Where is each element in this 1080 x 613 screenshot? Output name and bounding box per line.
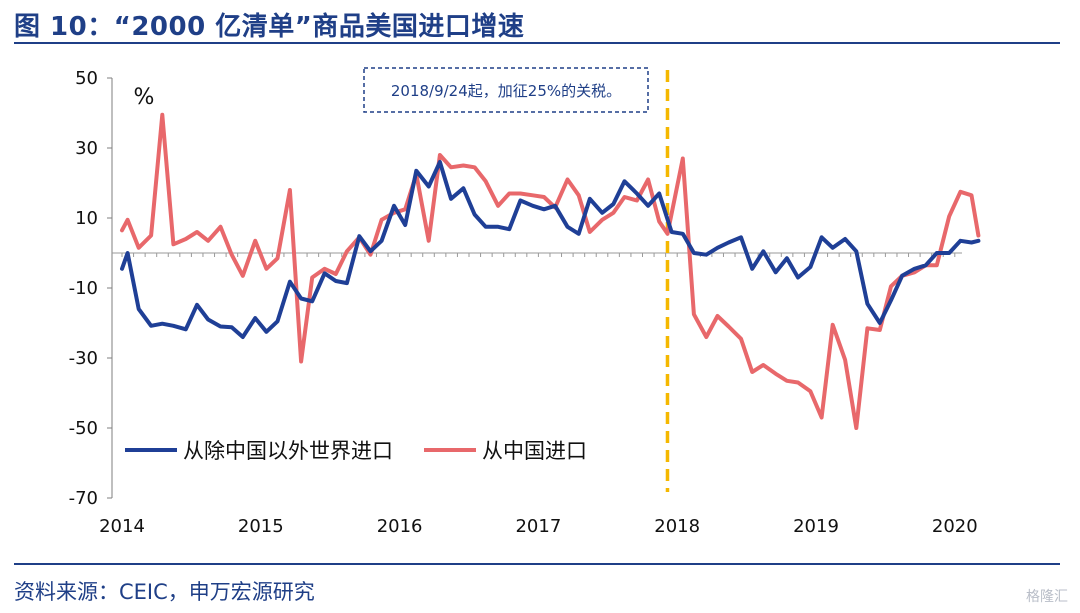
- y-tick-label: 10: [75, 208, 98, 229]
- y-tick-label: -50: [69, 418, 98, 439]
- y-tick-label: -30: [69, 348, 98, 369]
- x-tick-label: 2017: [515, 516, 561, 537]
- source-note: 资料来源：CEIC，申万宏源研究: [14, 580, 315, 604]
- tariff-marker-group: 2018/9/24起，加征25%的关税。: [363, 67, 670, 492]
- y-tick-label: 30: [75, 138, 98, 159]
- x-tick-label: 2014: [99, 516, 145, 537]
- annotation-box: [363, 67, 649, 113]
- series-line-0: [120, 160, 981, 339]
- series-line-1: [120, 112, 981, 430]
- x-tick-label: 2018: [654, 516, 700, 537]
- source-rule: [14, 563, 1060, 565]
- x-tick-label: 2020: [932, 516, 978, 537]
- legend: 从除中国以外世界进口 从中国进口: [125, 439, 587, 463]
- watermark-text: 格隆汇: [1026, 589, 1068, 605]
- legend-label-0: 从除中国以外世界进口: [183, 439, 393, 463]
- x-tick-label: 2015: [238, 516, 284, 537]
- y-tick-label: -10: [69, 278, 98, 299]
- figure-title: 图 10：“2000 亿清单”商品美国进口增速: [14, 12, 525, 42]
- y-tick-label: 50: [75, 68, 98, 89]
- title-rule: [14, 42, 1060, 44]
- x-tick-label: 2019: [793, 516, 839, 537]
- annotation-text: 2018/9/24起，加征25%的关税。: [391, 82, 621, 100]
- x-tick-label: 2016: [377, 516, 423, 537]
- legend-label-1: 从中国进口: [482, 439, 587, 463]
- y-tick-label: -70: [69, 488, 98, 509]
- series-group: [120, 112, 981, 430]
- unit-label: %: [134, 85, 155, 110]
